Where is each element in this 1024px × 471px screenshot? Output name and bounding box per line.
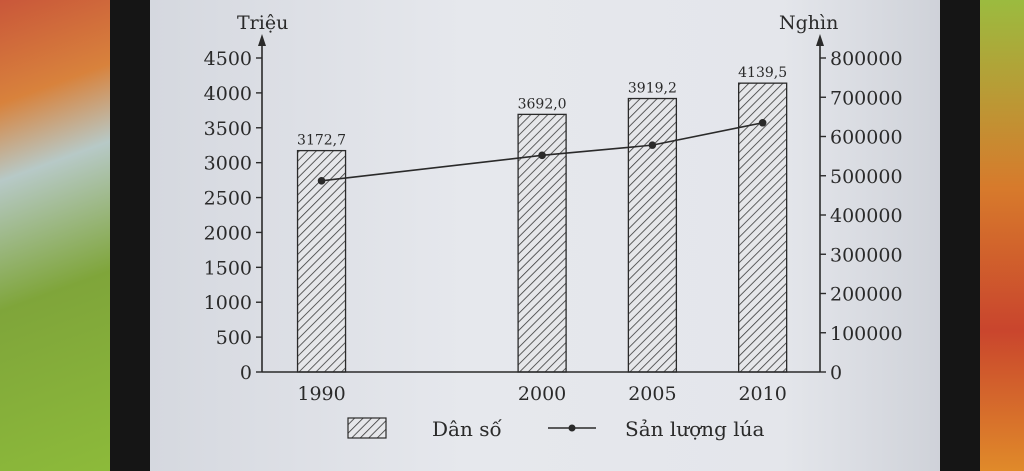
right-tick-label-6: 600000 bbox=[830, 127, 903, 149]
right-tick-label-2: 200000 bbox=[830, 284, 903, 306]
right-tick-label-5: 500000 bbox=[830, 166, 903, 188]
bar-2010 bbox=[738, 82, 788, 373]
right-axis-arrow-icon bbox=[816, 34, 824, 46]
line-point-2000 bbox=[538, 151, 546, 160]
right-axis-ticks: 0 100000 200000 300000 400000 500000 600000 700… bbox=[820, 48, 903, 384]
left-tick-label-4: 2000 bbox=[204, 222, 252, 244]
x-axis-ticks: 1990 2000 2005 2010 bbox=[297, 383, 786, 405]
left-axis-arrow-icon bbox=[258, 34, 266, 46]
right-tick-label-4: 400000 bbox=[830, 205, 903, 227]
bar-1990 bbox=[296, 149, 347, 373]
left-tick-label-0: 0 bbox=[240, 362, 252, 384]
line-point-2005 bbox=[648, 141, 657, 149]
legend-hatched-box-icon bbox=[347, 417, 387, 439]
right-tick-label-8: 800000 bbox=[830, 48, 903, 70]
legend: Dân số Sản lượng lúa bbox=[347, 417, 765, 441]
left-axis-ticks: 0 500 1000 1500 2000 2500 3000 3500 4000 4500 bbox=[204, 48, 262, 384]
right-tick-label-7: 700000 bbox=[830, 87, 903, 109]
x-tick-label-1990: 1990 bbox=[297, 383, 345, 405]
line-point-1990 bbox=[317, 177, 326, 185]
bar-series-dan-so bbox=[296, 82, 788, 373]
legend-dot-icon bbox=[568, 424, 576, 432]
bar-data-labels: 3172,7 3692,0 3919,2 4139,5 bbox=[297, 65, 787, 148]
right-tick-label-3: 300000 bbox=[830, 244, 903, 266]
left-tick-label-5: 2500 bbox=[204, 188, 252, 210]
legend-label-san-luong-lua: Sản lượng lúa bbox=[625, 417, 765, 441]
legend-label-dan-so: Dân số bbox=[432, 417, 502, 441]
left-tick-label-3: 1500 bbox=[204, 257, 252, 279]
bar-label-2010: 4139,5 bbox=[738, 65, 787, 81]
left-tick-label-2: 1000 bbox=[204, 292, 252, 314]
right-tick-label-1: 100000 bbox=[830, 323, 903, 345]
right-tick-label-0: 0 bbox=[830, 362, 842, 384]
left-tick-label-6: 3000 bbox=[204, 153, 252, 175]
left-tick-label-7: 3500 bbox=[204, 118, 252, 140]
bar-label-1990: 3172,7 bbox=[297, 133, 346, 149]
x-tick-label-2000: 2000 bbox=[518, 383, 566, 405]
right-axis-unit-label: Nghìn bbox=[779, 12, 838, 34]
line-point-2010 bbox=[758, 118, 767, 127]
left-tick-label-8: 4000 bbox=[204, 83, 252, 105]
bar-label-2000: 3692,0 bbox=[518, 96, 567, 112]
x-tick-label-2010: 2010 bbox=[738, 383, 786, 405]
left-tick-label-1: 500 bbox=[216, 327, 252, 349]
bar-label-2005: 3919,2 bbox=[628, 81, 677, 97]
left-tick-label-9: 4500 bbox=[204, 48, 252, 70]
background-left bbox=[0, 0, 130, 471]
bar-2005 bbox=[627, 97, 678, 373]
line-series-san-luong-lua bbox=[317, 118, 767, 185]
left-axis-unit-label: Triệu bbox=[237, 12, 288, 34]
x-tick-label-2005: 2005 bbox=[628, 383, 676, 405]
line-path bbox=[321, 121, 763, 182]
